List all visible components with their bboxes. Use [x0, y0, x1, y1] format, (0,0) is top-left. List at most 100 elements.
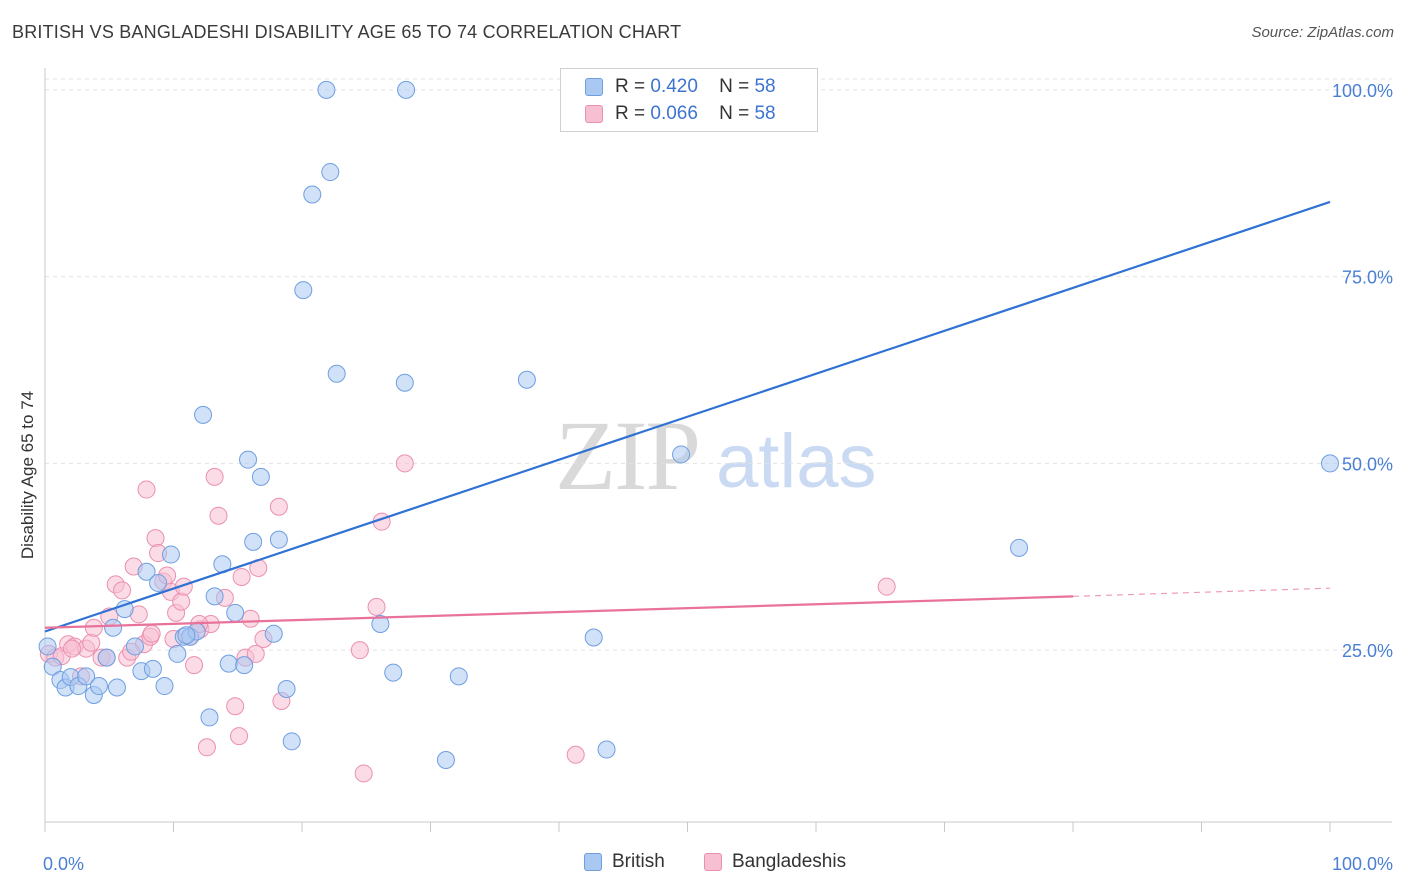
bangladeshi-points — [39, 454, 896, 783]
british-point — [317, 80, 336, 99]
bangladeshi-point — [226, 697, 245, 716]
legend-r-label: R = — [615, 76, 646, 97]
legend-label-british: British — [612, 851, 665, 872]
british-point — [672, 445, 691, 464]
chart-title: BRITISH VS BANGLADESHI DISABILITY AGE 65… — [12, 22, 682, 42]
british-trend-line — [44, 200, 1331, 633]
bangladeshi-point — [205, 467, 224, 486]
bangladeshi-point — [367, 597, 386, 616]
british-point — [517, 370, 536, 389]
bangladeshi-point — [232, 567, 251, 586]
legend-item-british[interactable]: British — [584, 851, 665, 873]
british-point — [97, 648, 116, 667]
axes — [44, 68, 1392, 832]
bangladeshi-point — [137, 480, 156, 499]
bangladeshi-point — [185, 656, 204, 675]
british-point — [143, 659, 162, 678]
british-point — [115, 600, 134, 619]
bangladeshi-point — [82, 633, 101, 652]
correlation-legend: R = 0.420 N = 58 R = 0.066 N = 58 — [560, 68, 818, 132]
british-point — [155, 677, 174, 696]
bangladeshi-point — [350, 641, 369, 660]
british-point — [235, 656, 254, 675]
british-point — [449, 667, 468, 686]
bangladeshi-point — [395, 454, 414, 473]
british-point — [77, 667, 96, 686]
british-point — [371, 615, 390, 634]
bangladeshi-point — [241, 609, 260, 628]
tick-labels: 25.0% 50.0% 75.0% 100.0% 0.0% 100.0% Disabilit… — [18, 81, 1393, 874]
source-label: Source: ZipAtlas.com — [1251, 24, 1394, 41]
british-point — [38, 637, 57, 656]
bangladeshi-point — [174, 577, 193, 596]
legend-n-label: N = — [719, 76, 750, 97]
bangladeshi-trend-extension — [1072, 587, 1331, 597]
british-point — [125, 637, 144, 656]
trend-lines — [44, 200, 1331, 633]
british-point — [177, 626, 196, 645]
bangladeshi-swatch — [704, 853, 722, 871]
british-point — [137, 562, 156, 581]
legend-r-value-bangladeshis: 0.066 — [650, 103, 698, 124]
british-point — [161, 545, 180, 564]
british-point — [251, 467, 270, 486]
british-point — [264, 624, 283, 643]
y-axis-label: Disability Age 65 to 74 — [18, 391, 37, 559]
bangladeshi-point — [146, 529, 165, 548]
british-point — [219, 654, 238, 673]
british-point — [1321, 454, 1339, 473]
british-point — [282, 732, 301, 751]
y-tick-label: 50.0% — [1342, 454, 1393, 474]
british-point — [226, 603, 245, 622]
british-point — [104, 618, 123, 637]
legend-item-bangladeshis[interactable]: Bangladeshis — [704, 851, 846, 873]
british-point — [200, 708, 219, 727]
bangladeshi-point — [172, 592, 191, 611]
bangladeshi-point — [142, 624, 161, 643]
legend-n-label: N = — [719, 103, 750, 124]
y-tick-label: 25.0% — [1342, 641, 1393, 661]
bangladeshi-point — [354, 764, 373, 783]
british-points — [38, 80, 1339, 769]
x-tick-label: 0.0% — [43, 854, 84, 874]
bangladeshi-point — [113, 581, 132, 600]
watermark-atlas: atlas — [716, 419, 877, 504]
british-point — [107, 678, 126, 697]
bangladeshi-point — [877, 577, 896, 596]
british-point — [277, 680, 296, 699]
bangladeshi-swatch — [585, 105, 603, 123]
british-point — [321, 163, 340, 182]
british-point — [294, 281, 313, 300]
british-point — [436, 750, 455, 769]
british-point — [395, 373, 414, 392]
british-point — [327, 364, 346, 383]
bangladeshi-point — [197, 738, 216, 757]
british-swatch — [584, 853, 602, 871]
bangladeshi-point — [566, 745, 585, 764]
british-point — [1010, 538, 1029, 557]
bangladeshi-point — [209, 506, 228, 525]
british-point — [269, 530, 288, 549]
british-point — [149, 573, 168, 592]
legend-row-british: R = 0.420 N = 58 — [585, 74, 776, 100]
legend-n-value-bangladeshis: 58 — [754, 103, 776, 124]
bangladeshi-point — [230, 727, 249, 746]
y-tick-label: 100.0% — [1332, 81, 1393, 101]
bangladeshi-point — [269, 497, 288, 516]
british-point — [89, 677, 108, 696]
series-legend: British Bangladeshis — [0, 851, 1406, 879]
british-point — [597, 740, 616, 759]
y-tick-label: 75.0% — [1342, 268, 1393, 288]
legend-n-value-british: 58 — [754, 76, 776, 97]
british-point — [239, 450, 258, 469]
legend-row-bangladeshis: R = 0.066 N = 58 — [585, 101, 776, 127]
bangladeshi-point — [62, 639, 81, 658]
bangladeshi-point — [84, 618, 103, 637]
british-point — [584, 628, 603, 647]
british-point — [303, 185, 322, 204]
british-point — [43, 657, 62, 676]
british-point — [397, 80, 416, 99]
bangladeshi-trend-line — [44, 595, 1074, 629]
bangladeshi-point — [246, 644, 265, 663]
